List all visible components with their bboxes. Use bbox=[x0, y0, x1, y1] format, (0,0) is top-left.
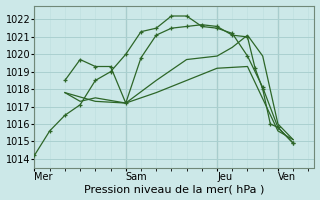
X-axis label: Pression niveau de la mer( hPa ): Pression niveau de la mer( hPa ) bbox=[84, 184, 265, 194]
